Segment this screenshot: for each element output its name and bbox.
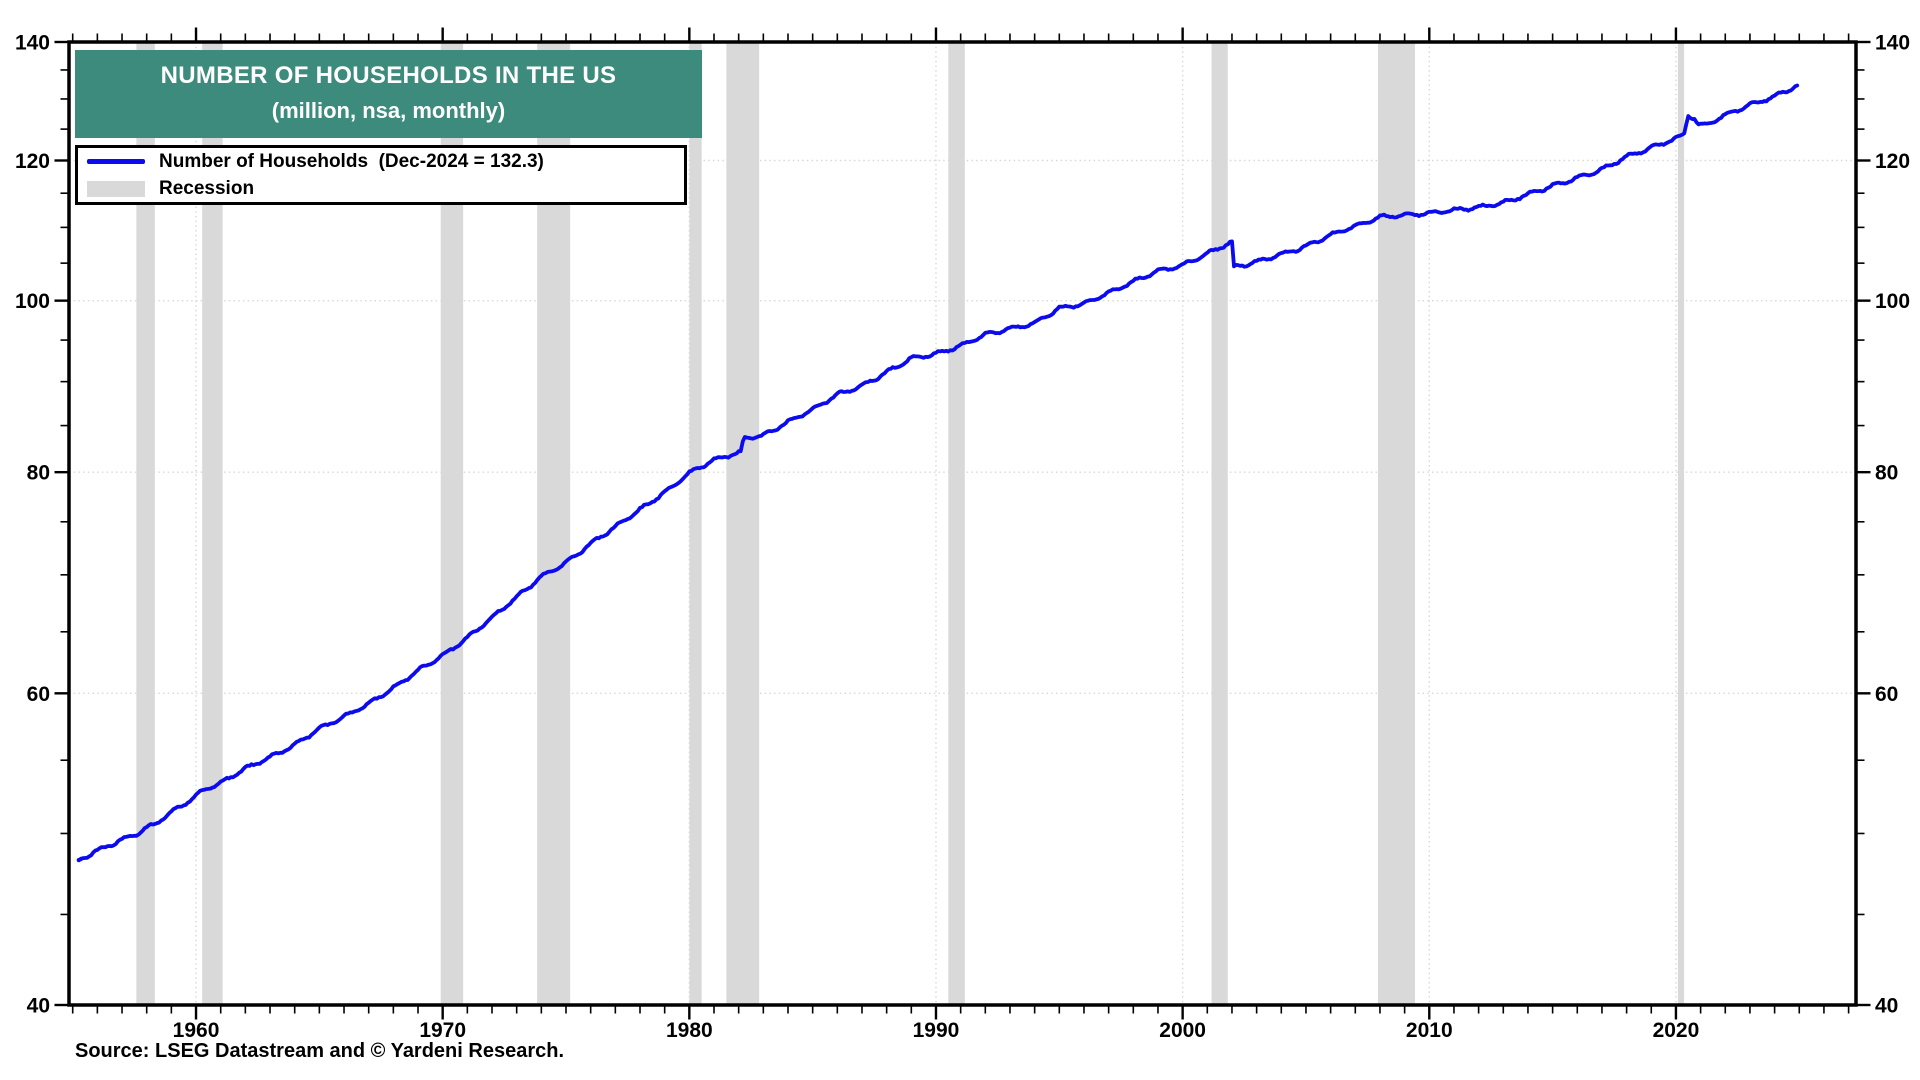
recession-bands (136, 42, 1685, 1005)
y-tick-label-right: 100 (1875, 290, 1910, 313)
legend: Number of Households (Dec-2024 = 132.3) … (75, 145, 687, 205)
y-tick-label-left: 100 (15, 290, 50, 313)
recession-band (1211, 42, 1228, 1005)
x-tick-label: 1960 (173, 1019, 220, 1042)
households-line-swatch-icon (87, 159, 145, 164)
chart-subtitle: (million, nsa, monthly) (271, 98, 506, 123)
recession-band (136, 42, 155, 1005)
y-tick-label-left: 80 (27, 462, 50, 485)
legend-item-households: Number of Households (Dec-2024 = 132.3) (78, 149, 684, 174)
recession-band (948, 42, 965, 1005)
legend-item-recession: Recession (78, 176, 684, 201)
y-tick-label-right: 40 (1875, 995, 1898, 1018)
x-tick-label: 1980 (666, 1019, 713, 1042)
households-series-line (76, 83, 1800, 863)
recession-band (202, 42, 223, 1005)
recession-swatch-icon (87, 180, 145, 197)
y-tick-label-right: 140 (1875, 32, 1910, 55)
x-tick-label: 2010 (1406, 1019, 1453, 1042)
x-tick-label: 2000 (1159, 1019, 1206, 1042)
x-tick-label: 1990 (913, 1019, 960, 1042)
chart-title-box: NUMBER OF HOUSEHOLDS IN THE US (million,… (75, 50, 702, 138)
legend-households-label: Number of Households (Dec-2024 = 132.3) (159, 150, 544, 172)
x-tick-label: 2020 (1653, 1019, 1700, 1042)
plot-border (67, 40, 1858, 1007)
recession-band (1677, 42, 1685, 1005)
y-tick-label-left: 140 (15, 32, 50, 55)
households-line (81, 83, 1800, 861)
axes (54, 27, 1871, 1020)
axis-labels: 1960 1970 1980 1990 2000 2010 2020 40 40 60 60 80 80… (15, 32, 1910, 1043)
y-tick-label-left: 120 (15, 150, 50, 173)
recession-band (440, 42, 464, 1005)
y-tick-label-right: 120 (1875, 150, 1910, 173)
recession-band (1377, 42, 1415, 1005)
source-note: Source: LSEG Datastream and © Yardeni Re… (75, 1040, 565, 1062)
recession-band (689, 42, 702, 1005)
recession-band (726, 42, 760, 1005)
y-tick-label-right: 60 (1875, 683, 1898, 706)
legend-recession-label: Recession (159, 177, 255, 199)
chart-title: NUMBER OF HOUSEHOLDS IN THE US (160, 62, 617, 89)
y-tick-label-left: 40 (27, 995, 50, 1018)
y-tick-label-right: 80 (1875, 462, 1898, 485)
y-tick-label-left: 60 (27, 683, 50, 706)
x-tick-label: 1970 (419, 1019, 466, 1042)
